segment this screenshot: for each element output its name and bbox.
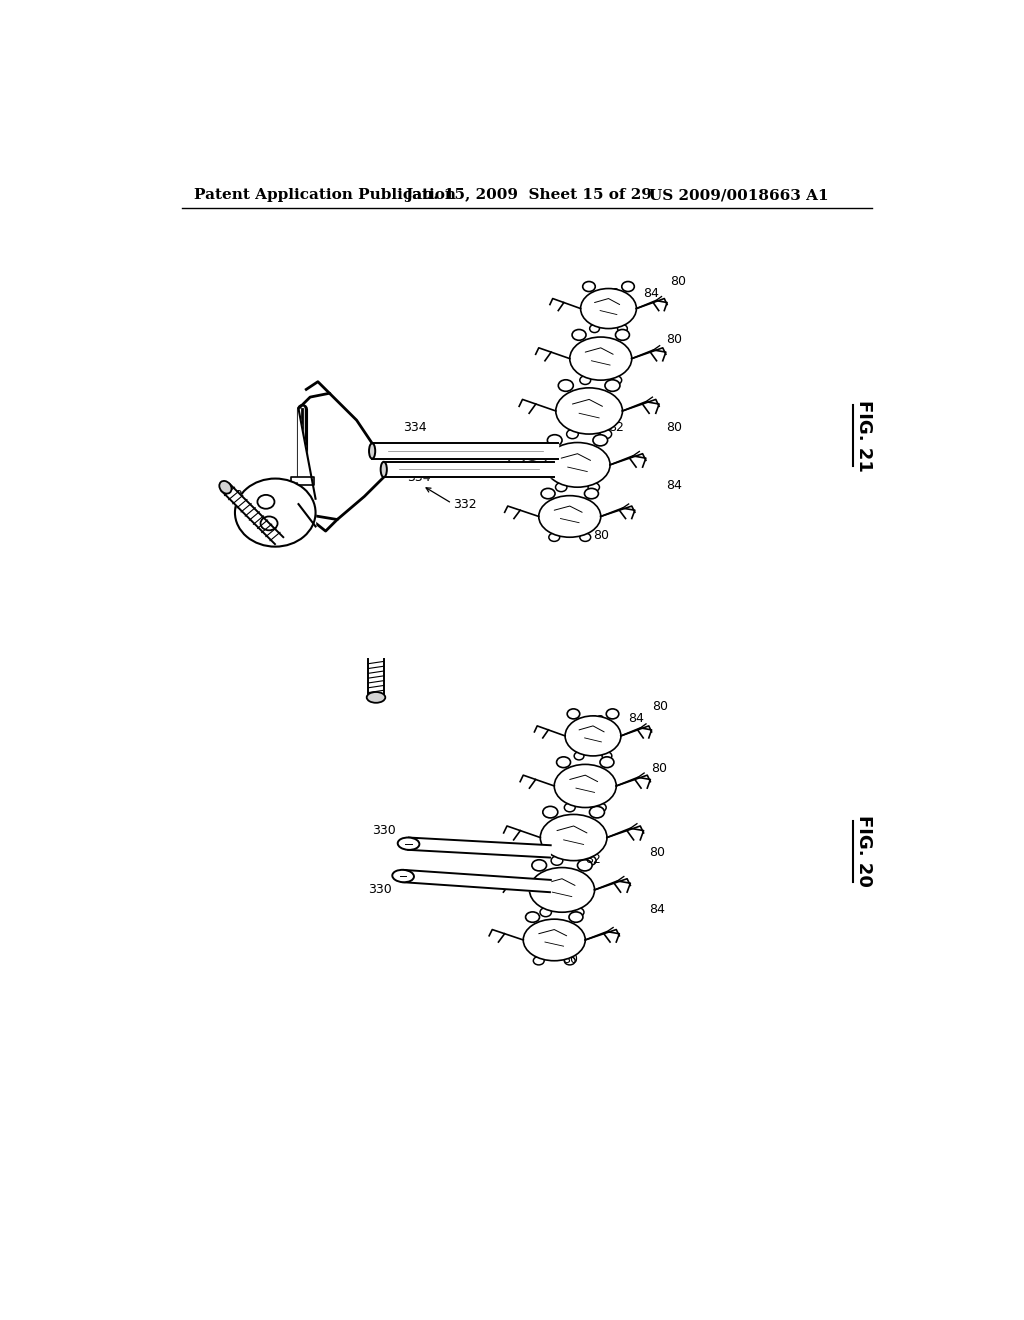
Ellipse shape <box>569 912 583 923</box>
Text: 336: 336 <box>227 490 251 502</box>
Text: 80: 80 <box>649 846 666 859</box>
Text: 82: 82 <box>608 421 625 434</box>
Ellipse shape <box>590 325 599 333</box>
Ellipse shape <box>523 919 586 961</box>
Ellipse shape <box>541 488 555 499</box>
Ellipse shape <box>580 533 591 541</box>
Ellipse shape <box>580 376 591 384</box>
Ellipse shape <box>585 488 598 499</box>
Ellipse shape <box>549 533 560 541</box>
Text: 84: 84 <box>649 903 666 916</box>
Ellipse shape <box>525 912 540 923</box>
Text: Patent Application Publication: Patent Application Publication <box>194 189 456 202</box>
Text: 330: 330 <box>372 824 395 837</box>
Ellipse shape <box>600 429 611 438</box>
Ellipse shape <box>219 480 231 494</box>
Text: Jan. 15, 2009  Sheet 15 of 29: Jan. 15, 2009 Sheet 15 of 29 <box>406 189 652 202</box>
Polygon shape <box>291 478 314 484</box>
Ellipse shape <box>556 388 623 434</box>
Text: 80: 80 <box>651 762 667 775</box>
Ellipse shape <box>602 752 611 760</box>
Ellipse shape <box>606 709 618 719</box>
Ellipse shape <box>260 516 278 531</box>
Text: 80: 80 <box>593 529 608 543</box>
Ellipse shape <box>564 957 575 965</box>
Text: 334: 334 <box>402 421 427 434</box>
Polygon shape <box>409 838 551 858</box>
Text: FIG. 21: FIG. 21 <box>855 400 873 471</box>
Ellipse shape <box>617 325 628 333</box>
Polygon shape <box>369 659 384 697</box>
Ellipse shape <box>574 752 584 760</box>
Text: 82: 82 <box>589 714 605 727</box>
Ellipse shape <box>297 500 308 508</box>
Ellipse shape <box>543 807 558 818</box>
Text: 80: 80 <box>671 275 686 288</box>
Ellipse shape <box>611 376 622 384</box>
Ellipse shape <box>557 756 570 768</box>
Ellipse shape <box>539 496 601 537</box>
Polygon shape <box>299 409 315 527</box>
Ellipse shape <box>572 330 586 341</box>
Ellipse shape <box>566 429 579 438</box>
Ellipse shape <box>545 442 610 487</box>
Ellipse shape <box>585 855 596 866</box>
Ellipse shape <box>588 483 599 491</box>
Ellipse shape <box>565 715 621 756</box>
Text: 330: 330 <box>368 883 391 896</box>
Text: 84: 84 <box>628 711 643 725</box>
Text: 332: 332 <box>454 499 477 511</box>
Ellipse shape <box>534 957 544 965</box>
Ellipse shape <box>558 380 573 391</box>
Ellipse shape <box>564 803 575 812</box>
Ellipse shape <box>551 855 563 866</box>
Ellipse shape <box>556 483 567 491</box>
Ellipse shape <box>392 870 414 882</box>
Ellipse shape <box>583 281 595 292</box>
Ellipse shape <box>590 807 604 818</box>
Text: 80: 80 <box>562 953 578 966</box>
Ellipse shape <box>531 859 547 871</box>
Ellipse shape <box>367 692 385 702</box>
Ellipse shape <box>541 814 607 861</box>
Ellipse shape <box>578 859 592 871</box>
Ellipse shape <box>572 908 584 916</box>
Ellipse shape <box>257 495 274 508</box>
Ellipse shape <box>369 444 375 459</box>
Text: 84: 84 <box>667 479 682 492</box>
Ellipse shape <box>381 462 387 478</box>
Text: 80: 80 <box>667 421 682 434</box>
Ellipse shape <box>581 289 636 329</box>
Ellipse shape <box>397 837 420 850</box>
Text: 82: 82 <box>585 853 601 866</box>
Ellipse shape <box>622 281 634 292</box>
Ellipse shape <box>615 330 630 341</box>
Ellipse shape <box>600 756 614 768</box>
Text: 80: 80 <box>652 700 669 713</box>
Ellipse shape <box>548 434 562 446</box>
Polygon shape <box>402 870 551 892</box>
Ellipse shape <box>234 479 315 546</box>
Ellipse shape <box>529 867 595 912</box>
Ellipse shape <box>569 337 632 380</box>
Ellipse shape <box>567 709 580 719</box>
Ellipse shape <box>554 764 616 808</box>
Text: FIG. 20: FIG. 20 <box>855 816 873 887</box>
Ellipse shape <box>605 380 620 391</box>
Ellipse shape <box>593 434 607 446</box>
Text: 80: 80 <box>667 333 682 346</box>
Text: 82: 82 <box>604 286 621 300</box>
Text: US 2009/0018663 A1: US 2009/0018663 A1 <box>649 189 828 202</box>
Text: 334: 334 <box>407 471 430 484</box>
Text: 84: 84 <box>643 286 659 300</box>
Ellipse shape <box>595 803 606 812</box>
Ellipse shape <box>540 908 551 916</box>
Polygon shape <box>221 484 284 544</box>
